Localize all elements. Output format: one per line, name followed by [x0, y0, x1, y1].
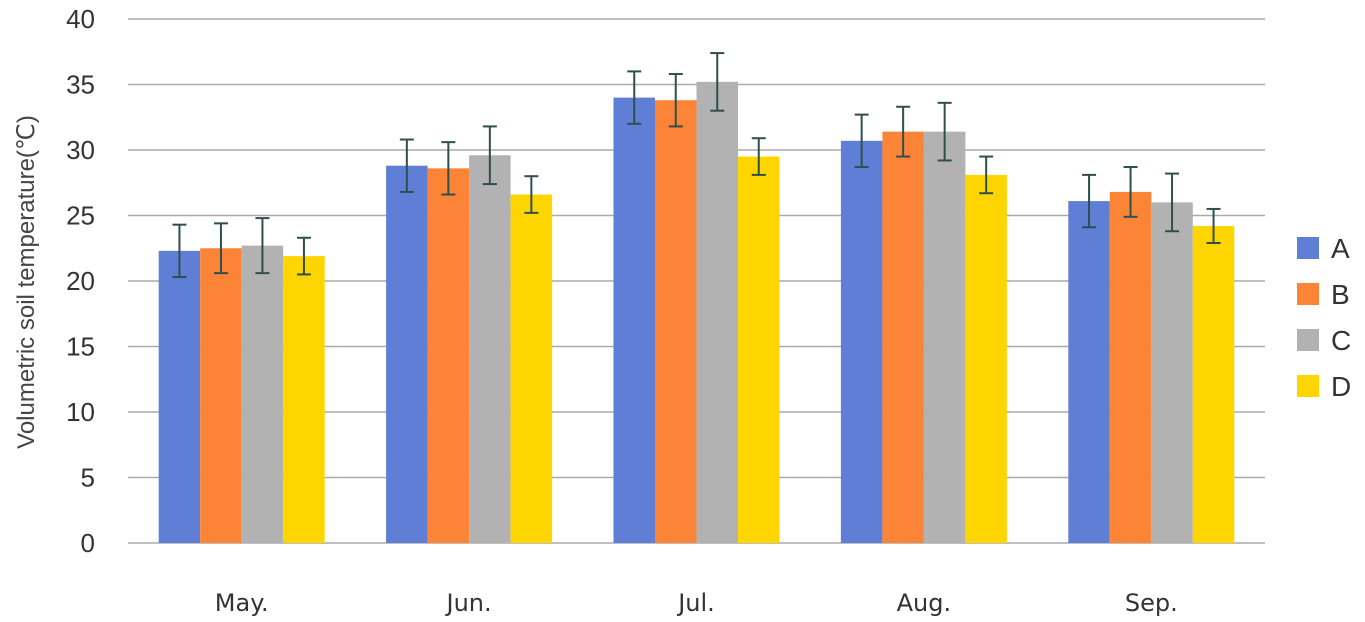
bar-A-3 — [840, 140, 883, 543]
bar-A-2 — [613, 97, 655, 543]
bar-D-2 — [738, 156, 780, 544]
y-tick-label: 25 — [66, 201, 95, 231]
error-bar-B-3 — [896, 105, 911, 158]
y-tick-label: 40 — [66, 4, 95, 34]
error-bars — [172, 52, 1221, 279]
bar-A-4 — [1068, 201, 1110, 543]
error-bar-A-1 — [399, 138, 414, 193]
x-category-label: Jul. — [676, 589, 715, 617]
x-category-label: May. — [215, 589, 269, 617]
y-tick-label: 30 — [66, 135, 95, 165]
bar-D-0 — [283, 256, 325, 543]
bar-C-1 — [469, 155, 511, 544]
error-bar-B-2 — [668, 73, 683, 128]
bar-C-4 — [1151, 202, 1193, 543]
bar-B-1 — [427, 168, 470, 543]
bar-A-0 — [158, 250, 201, 543]
error-bar-A-3 — [854, 113, 869, 169]
error-bar-B-0 — [213, 222, 228, 275]
legend-label: C — [1331, 325, 1351, 356]
error-bar-C-3 — [937, 101, 952, 162]
legend-item-A: A — [1297, 233, 1350, 264]
x-category-label: Aug. — [897, 589, 952, 617]
y-tick-label: 20 — [66, 266, 95, 296]
legend-swatch — [1297, 237, 1319, 259]
y-tick-label: 0 — [81, 528, 95, 558]
error-bar-B-1 — [441, 141, 456, 196]
error-bar-C-4 — [1165, 172, 1180, 233]
x-axis-categories: May. Jun. Jul. Aug. Sep. — [215, 589, 1178, 617]
y-axis-title: Volumetric soil temperature(℃) — [13, 115, 40, 449]
legend-item-D: D — [1297, 371, 1351, 402]
y-tick-label: 15 — [66, 332, 95, 362]
error-bar-D-4 — [1206, 207, 1221, 245]
error-bar-D-2 — [751, 137, 766, 176]
error-bar-B-4 — [1123, 166, 1138, 218]
legend-item-C: C — [1297, 325, 1351, 356]
legend-label: A — [1331, 233, 1350, 264]
error-bar-C-1 — [482, 125, 497, 186]
error-bar-A-0 — [172, 223, 187, 279]
bar-C-2 — [696, 81, 738, 543]
error-bar-D-1 — [524, 175, 539, 214]
bar-D-4 — [1192, 225, 1235, 544]
error-bar-A-2 — [627, 70, 642, 125]
legend-swatch — [1297, 375, 1319, 397]
legend-swatch — [1297, 283, 1319, 305]
y-tick-label: 5 — [81, 463, 95, 493]
y-tick-label: 10 — [66, 397, 95, 427]
bar-B-2 — [655, 100, 697, 543]
bar-B-0 — [200, 248, 242, 543]
bar-B-4 — [1109, 191, 1152, 544]
bar-B-3 — [882, 131, 924, 543]
bar-C-3 — [923, 131, 966, 543]
legend-label: D — [1331, 371, 1351, 402]
error-bar-C-0 — [255, 217, 270, 275]
bars — [158, 81, 1235, 544]
error-bar-C-2 — [710, 52, 725, 112]
legend-label: B — [1331, 279, 1350, 310]
bar-D-1 — [510, 194, 553, 544]
bar-D-3 — [965, 174, 1007, 543]
bar-C-0 — [241, 245, 284, 543]
y-axis-ticks: 0 5 10 15 20 25 30 35 40 — [66, 4, 95, 558]
legend-swatch — [1297, 329, 1319, 351]
legend-item-B: B — [1297, 279, 1350, 310]
y-tick-label: 35 — [66, 70, 95, 100]
x-category-label: Sep. — [1125, 589, 1178, 617]
x-category-label: Jun. — [445, 589, 492, 617]
error-bar-A-4 — [1082, 173, 1097, 229]
bar-A-1 — [386, 165, 428, 543]
error-bar-D-3 — [979, 155, 994, 195]
error-bar-D-0 — [296, 236, 311, 276]
